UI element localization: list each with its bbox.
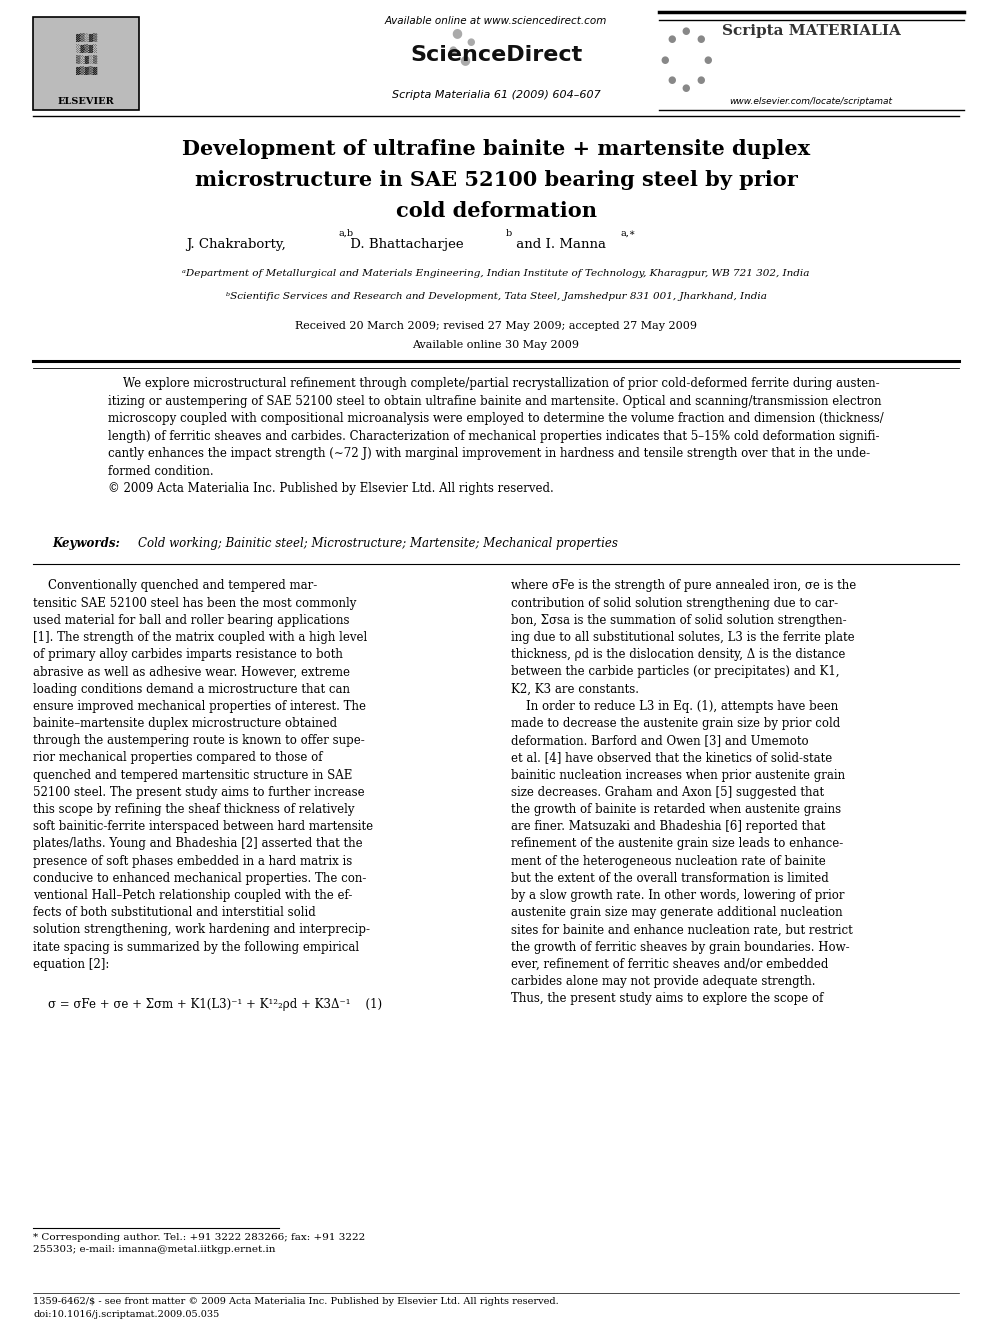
Text: ELSEVIER: ELSEVIER [58,97,115,106]
Text: b: b [506,229,512,238]
Text: Conventionally quenched and tempered mar-
tensitic SAE 52100 steel has been the : Conventionally quenched and tempered mar… [33,579,373,971]
Text: ●: ● [451,26,462,40]
Text: ●: ● [667,75,676,85]
Text: ᵇScientific Services and Research and Development, Tata Steel, Jamshedpur 831 00: ᵇScientific Services and Research and De… [225,292,767,302]
Text: σ = σFe + σe + Σσm + K1(L3)⁻¹ + K¹²₂ρd + K3Δ⁻¹    (1): σ = σFe + σe + Σσm + K1(L3)⁻¹ + K¹²₂ρd +… [48,998,382,1011]
Text: ᵃDepartment of Metallurgical and Materials Engineering, Indian Institute of Tech: ᵃDepartment of Metallurgical and Materia… [183,269,809,278]
Text: Available online at www.sciencedirect.com: Available online at www.sciencedirect.co… [385,16,607,26]
Text: and I. Manna: and I. Manna [512,238,606,251]
Text: 1359-6462/$ - see front matter © 2009 Acta Materialia Inc. Published by Elsevier: 1359-6462/$ - see front matter © 2009 Ac… [33,1297,558,1306]
Text: a,∗: a,∗ [620,229,636,238]
Text: ●: ● [466,37,474,48]
Text: ScienceDirect: ScienceDirect [410,45,582,65]
Text: We explore microstructural refinement through complete/partial recrystallization: We explore microstructural refinement th… [108,377,884,495]
Text: ●: ● [696,75,705,85]
Text: ●: ● [682,83,690,93]
Text: J. Chakraborty,: J. Chakraborty, [186,238,286,251]
Text: ●: ● [459,53,470,66]
Text: www.elsevier.com/locate/scriptamat: www.elsevier.com/locate/scriptamat [730,97,893,106]
Text: * Corresponding author. Tel.: +91 3222 283266; fax: +91 3222
255303; e-mail: ima: * Corresponding author. Tel.: +91 3222 2… [33,1233,365,1254]
Text: Available online 30 May 2009: Available online 30 May 2009 [413,340,579,351]
Text: D. Bhattacharjee: D. Bhattacharjee [346,238,464,251]
Text: ●: ● [696,34,705,44]
Text: ●: ● [661,54,669,65]
Text: Scripta Materialia 61 (2009) 604–607: Scripta Materialia 61 (2009) 604–607 [392,90,600,101]
Text: Keywords:: Keywords: [53,537,125,550]
Text: Cold working; Bainitic steel; Microstructure; Martensite; Mechanical properties: Cold working; Bainitic steel; Microstruc… [139,537,618,550]
Text: Development of ultrafine bainite + martensite duplex
microstructure in SAE 52100: Development of ultrafine bainite + marte… [182,139,810,221]
Text: ▓▒░▓▒
░▓▒▓░
▒░▓░▒
▓▒▓▒▓: ▓▒░▓▒ ░▓▒▓░ ▒░▓░▒ ▓▒▓▒▓ [75,33,97,74]
Text: doi:10.1016/j.scriptamat.2009.05.035: doi:10.1016/j.scriptamat.2009.05.035 [33,1310,219,1319]
Text: where σFe is the strength of pure annealed iron, σe is the
contribution of solid: where σFe is the strength of pure anneal… [511,579,856,1005]
Bar [33,17,140,110]
Text: a,b: a,b [338,229,353,238]
Text: ●: ● [667,34,676,44]
Text: ●: ● [682,26,690,36]
Text: ●: ● [448,45,457,56]
Text: Scripta MATERIALIA: Scripta MATERIALIA [722,24,901,38]
Text: ●: ● [703,54,712,65]
Text: Received 20 March 2009; revised 27 May 2009; accepted 27 May 2009: Received 20 March 2009; revised 27 May 2… [295,321,697,332]
